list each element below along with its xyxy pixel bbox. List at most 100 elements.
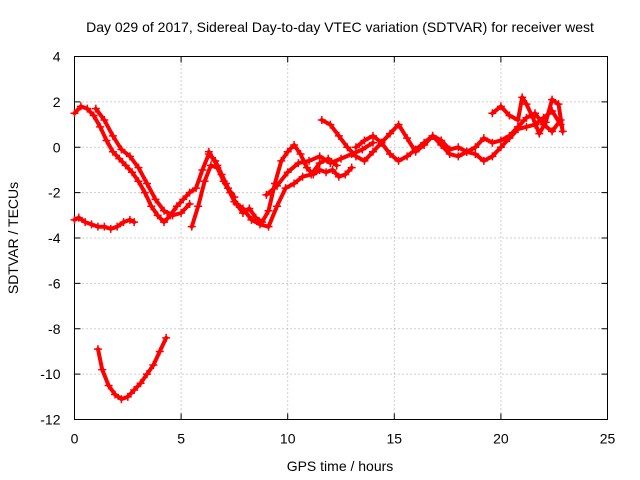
data-point bbox=[160, 206, 169, 215]
data-point bbox=[283, 168, 292, 177]
data-point bbox=[332, 161, 341, 170]
grid-lines bbox=[74, 56, 608, 420]
data-point bbox=[317, 116, 326, 125]
data-point bbox=[420, 138, 429, 147]
data-point bbox=[386, 150, 395, 159]
data-point bbox=[302, 163, 311, 172]
data-point bbox=[192, 184, 201, 193]
data-point bbox=[445, 150, 454, 159]
data-point bbox=[505, 111, 514, 120]
data-point bbox=[541, 118, 550, 127]
data-point bbox=[130, 386, 139, 395]
data-point bbox=[221, 179, 230, 188]
series-line bbox=[206, 149, 339, 229]
y-tick-label: -4 bbox=[48, 230, 61, 246]
series-track-4 bbox=[91, 104, 194, 220]
data-point bbox=[322, 168, 331, 177]
x-tick-label: 15 bbox=[387, 431, 403, 447]
x-axis-label: GPS time / hours bbox=[287, 458, 394, 474]
data-point bbox=[70, 109, 79, 118]
data-point bbox=[394, 156, 403, 165]
data-point bbox=[96, 122, 105, 131]
data-point bbox=[117, 145, 126, 154]
data-point bbox=[428, 131, 437, 140]
axis-ticks bbox=[74, 56, 608, 420]
data-point bbox=[106, 224, 115, 233]
series-track-3 bbox=[93, 333, 171, 404]
data-point bbox=[153, 211, 162, 220]
y-tick-label: -2 bbox=[48, 185, 61, 201]
data-point bbox=[326, 159, 335, 168]
data-point bbox=[102, 136, 111, 145]
data-point bbox=[548, 95, 557, 104]
data-point bbox=[496, 143, 505, 152]
data-point bbox=[296, 150, 305, 159]
data-point bbox=[462, 147, 471, 156]
data-point bbox=[298, 172, 307, 181]
x-tick-label: 20 bbox=[493, 431, 509, 447]
series-line bbox=[96, 335, 169, 402]
data-point bbox=[168, 211, 177, 220]
data-point bbox=[290, 179, 299, 188]
data-point bbox=[185, 188, 194, 197]
data-point bbox=[213, 161, 222, 170]
data-point bbox=[89, 111, 98, 120]
data-point bbox=[115, 154, 124, 163]
data-point bbox=[351, 143, 360, 152]
x-tick-label: 5 bbox=[177, 431, 185, 447]
y-axis-label: SDTVAR / TECUs bbox=[5, 182, 21, 294]
data-point bbox=[149, 361, 158, 370]
data-point bbox=[172, 202, 181, 211]
data-point bbox=[108, 147, 117, 156]
data-point bbox=[377, 138, 386, 147]
data-point bbox=[238, 204, 247, 213]
data-point bbox=[83, 104, 92, 113]
data-point bbox=[505, 131, 514, 140]
data-point bbox=[351, 152, 360, 161]
data-point bbox=[128, 168, 137, 177]
series-track-2 bbox=[70, 213, 139, 233]
data-point bbox=[315, 152, 324, 161]
data-point bbox=[307, 170, 316, 179]
data-point bbox=[513, 116, 522, 125]
y-tick-label: -12 bbox=[40, 412, 60, 428]
data-point bbox=[368, 131, 377, 140]
data-point bbox=[522, 100, 531, 109]
data-point bbox=[194, 202, 203, 211]
x-tick-labels: 0 5 10 15 20 25 bbox=[71, 431, 616, 447]
data-point bbox=[160, 218, 169, 227]
data-point bbox=[513, 122, 522, 131]
data-point bbox=[151, 195, 160, 204]
data-point bbox=[334, 172, 343, 181]
chart-title: Day 029 of 2017, Sidereal Day-to-day VTE… bbox=[86, 19, 594, 35]
data-point bbox=[343, 143, 352, 152]
data-point bbox=[368, 138, 377, 147]
data-point bbox=[488, 109, 497, 118]
data-point bbox=[315, 159, 324, 168]
data-point bbox=[360, 156, 369, 165]
data-point bbox=[290, 140, 299, 149]
data-point bbox=[134, 163, 143, 172]
data-point bbox=[264, 206, 273, 215]
data-point bbox=[358, 145, 367, 154]
data-point bbox=[281, 184, 290, 193]
data-point bbox=[155, 347, 164, 356]
data-point bbox=[273, 181, 282, 190]
data-point bbox=[518, 93, 527, 102]
data-point bbox=[76, 102, 85, 111]
data-point bbox=[162, 333, 171, 342]
data-point bbox=[283, 147, 292, 156]
data-point bbox=[230, 197, 239, 206]
data-point bbox=[185, 199, 194, 208]
series-line bbox=[72, 104, 237, 225]
data-point bbox=[142, 179, 151, 188]
y-tick-label: 4 bbox=[53, 49, 61, 65]
data-point bbox=[360, 136, 369, 145]
data-point bbox=[347, 163, 356, 172]
series-track-1 bbox=[70, 102, 239, 227]
data-point bbox=[454, 152, 463, 161]
data-point bbox=[479, 134, 488, 143]
data-point bbox=[140, 188, 149, 197]
data-point bbox=[394, 120, 403, 129]
y-tick-label: -6 bbox=[48, 275, 61, 291]
